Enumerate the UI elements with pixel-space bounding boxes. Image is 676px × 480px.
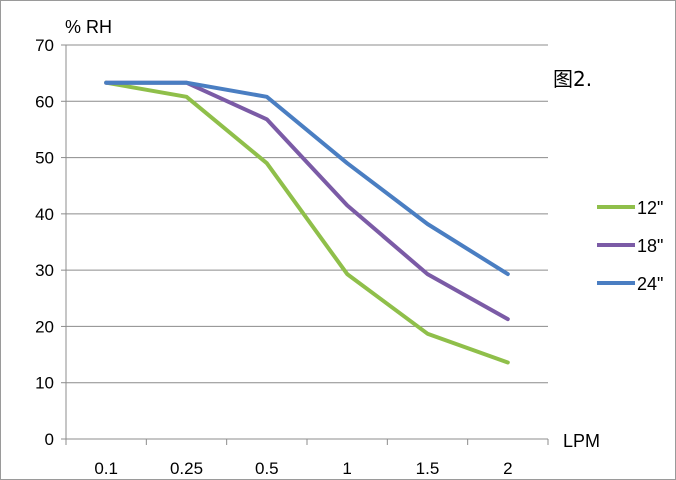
y-tick-label: 70 [35, 36, 54, 55]
x-tick-label: 1 [342, 459, 351, 478]
series-line-2 [104, 80, 510, 322]
legend: 12" 18" 24" [597, 198, 663, 294]
x-tick-label: 0.1 [94, 459, 118, 478]
series-lines [104, 80, 510, 365]
y-tick-label: 60 [35, 92, 54, 111]
x-axis-title: LPM [563, 431, 600, 451]
y-tick-label: 10 [35, 374, 54, 393]
x-tick-label: 0.25 [170, 459, 203, 478]
series-line-3 [104, 80, 510, 277]
y-tick-label: 30 [35, 261, 54, 280]
y-tick-label: 40 [35, 205, 54, 224]
y-tick-label: 50 [35, 149, 54, 168]
legend-label: 24" [637, 274, 663, 294]
series-line-1 [104, 80, 510, 365]
y-axis-title: % RH [65, 17, 112, 37]
x-tick-label: 1.5 [416, 459, 440, 478]
x-tick-label: 0.5 [255, 459, 279, 478]
legend-label: 12" [637, 198, 663, 218]
figure-annotation: 图2. [553, 67, 592, 91]
x-tick-label: 2 [503, 459, 512, 478]
y-tick-label: 20 [35, 317, 54, 336]
legend-label: 18" [637, 236, 663, 256]
axes: 0 10 20 30 40 50 60 70 0.1 0.25 0.5 1 1.5 2 [35, 36, 549, 478]
y-tick-label: 0 [45, 430, 54, 449]
grid-lines [66, 44, 548, 384]
